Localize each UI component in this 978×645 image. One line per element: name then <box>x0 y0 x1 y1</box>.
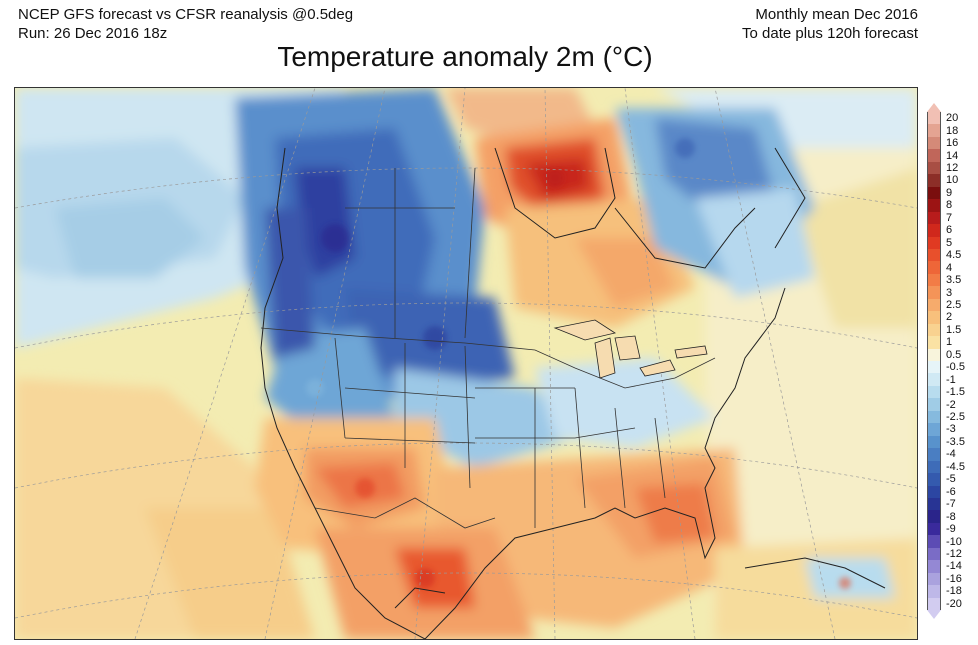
colorbar-label: -12 <box>946 547 962 560</box>
colorbar-swatch <box>927 547 941 561</box>
colorbar-label: 1 <box>946 336 953 349</box>
colorbar-label: 6 <box>946 224 953 237</box>
colorbar-swatch <box>927 149 941 163</box>
run-time: Run: 26 Dec 2016 18z <box>18 25 168 42</box>
colorbar-label: -14 <box>946 560 962 573</box>
colorbar-swatch <box>927 336 941 350</box>
colorbar-label: -10 <box>946 535 962 548</box>
forecast-note: To date plus 120h forecast <box>742 25 918 42</box>
colorbar-swatch <box>927 572 941 586</box>
map-canvas <box>15 88 917 639</box>
colorbar-swatch <box>927 361 941 374</box>
colorbar-swatch <box>927 236 941 250</box>
colorbar-label: 9 <box>946 186 953 199</box>
colorbar-label: 12 <box>946 162 959 175</box>
colorbar-label: -4.5 <box>946 460 965 473</box>
coastlines <box>260 147 886 639</box>
field-texture <box>306 138 851 589</box>
colorbar-label: -1 <box>946 373 956 386</box>
colorbar-label: -3.5 <box>946 435 965 448</box>
colorbar-swatch <box>927 510 941 524</box>
colorbar-label: -1.5 <box>946 386 965 399</box>
colorbar-label: 5 <box>946 236 953 249</box>
colorbar-label: 3.5 <box>946 274 962 287</box>
colorbar-swatch <box>927 460 941 474</box>
colorbar-label: -2.5 <box>946 411 965 424</box>
colorbar-label: -0.5 <box>946 361 965 374</box>
colorbar-label: -4 <box>946 448 956 461</box>
colorbar-swatch <box>927 473 941 486</box>
colorbar-swatch <box>927 423 941 437</box>
colorbar-label: 4 <box>946 261 953 274</box>
map-title: Temperature anomaly 2m (°C) <box>277 41 653 72</box>
colorbar-swatch <box>927 348 941 362</box>
colorbar-swatch <box>927 186 941 200</box>
colorbar-swatch <box>927 585 941 599</box>
colorbar-label: -18 <box>946 585 962 598</box>
colorbar-swatch <box>927 560 941 574</box>
borders <box>260 167 716 529</box>
colorbar-swatch <box>927 261 941 275</box>
colorbar-label: 4.5 <box>946 249 962 262</box>
colorbar-label: 2 <box>946 311 953 324</box>
colorbar-label: 18 <box>946 124 959 137</box>
colorbar-swatch <box>927 174 941 188</box>
colorbar-swatch <box>927 497 941 511</box>
colorbar-swatch <box>927 224 941 237</box>
colorbar-label: 8 <box>946 199 953 212</box>
colorbar-swatch <box>927 448 941 462</box>
colorbar-label: -20 <box>946 597 962 610</box>
colorbar-swatch <box>927 273 941 287</box>
colorbar-swatch <box>927 522 941 536</box>
colorbar-label: 0.5 <box>946 348 962 361</box>
colorbar-label: -7 <box>946 498 956 511</box>
colorbar-swatch <box>927 211 941 225</box>
model-description: NCEP GFS forecast vs CFSR reanalysis @0.… <box>18 6 354 23</box>
colorbar-swatch <box>927 385 941 399</box>
colorbar-swatch <box>927 161 941 175</box>
colorbar-swatch <box>927 398 941 412</box>
colorbar-swatch <box>927 373 941 387</box>
colorbar-label: -9 <box>946 523 956 536</box>
colorbar-label: 7 <box>946 211 953 224</box>
colorbar-label: -5 <box>946 473 956 486</box>
colorbar-swatch <box>927 298 941 312</box>
header-left: NCEP GFS forecast vs CFSR reanalysis @0.… <box>18 5 353 43</box>
colorbar-swatch <box>927 597 941 611</box>
colorbar-label: 14 <box>946 149 959 162</box>
colorbar-swatch <box>927 136 941 150</box>
colorbar-swatch <box>927 286 941 300</box>
colorbar-label: -16 <box>946 572 962 585</box>
colorbar-label: -8 <box>946 510 956 523</box>
colorbar-swatch <box>927 124 941 138</box>
colorbar-label: 10 <box>946 174 959 187</box>
colorbar-label: 2.5 <box>946 298 962 311</box>
colorbar-swatch <box>927 435 941 449</box>
colorbar-swatch <box>927 410 941 424</box>
colorbar-swatch <box>927 323 941 337</box>
colorbar-label: 16 <box>946 137 959 150</box>
colorbar-swatch <box>927 485 941 499</box>
colorbar-swatch <box>927 248 941 262</box>
colorbar-label: 20 <box>946 112 959 125</box>
colorbar-label: -3 <box>946 423 956 436</box>
colorbar-swatch <box>927 535 941 549</box>
colorbar-label: -6 <box>946 485 956 498</box>
colorbar <box>927 103 941 619</box>
colorbar-swatch <box>927 311 941 325</box>
anomaly-map <box>14 87 918 640</box>
colorbar-label: 1.5 <box>946 323 962 336</box>
colorbar-max-arrow <box>927 103 941 112</box>
great-lakes <box>553 319 708 379</box>
header-right: Monthly mean Dec 2016 To date plus 120h … <box>742 5 918 43</box>
colorbar-min-arrow <box>927 610 941 619</box>
colorbar-swatch <box>927 199 941 213</box>
colorbar-swatch <box>927 112 941 125</box>
period-description: Monthly mean Dec 2016 <box>755 6 918 23</box>
colorbar-label: 3 <box>946 286 953 299</box>
colorbar-label: -2 <box>946 398 956 411</box>
